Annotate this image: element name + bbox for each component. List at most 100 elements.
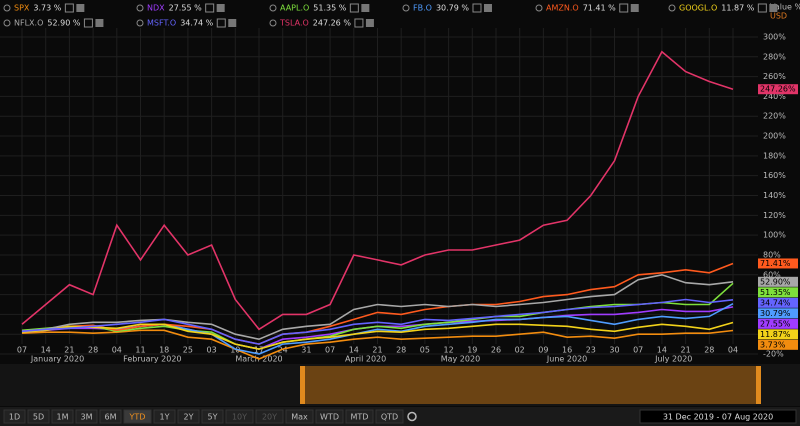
legend-settings[interactable] (83, 18, 93, 28)
end-label: 27.55% (760, 319, 791, 328)
x-tick-label: 17 (254, 346, 264, 355)
range-button-label[interactable]: 5Y (208, 413, 218, 422)
y-tick-label: 260% (763, 72, 786, 81)
legend-icon[interactable] (668, 4, 676, 12)
legend-delete[interactable] (95, 19, 104, 27)
month-label: May 2020 (441, 355, 480, 364)
range-button[interactable] (123, 409, 152, 424)
navigator-selection[interactable] (304, 366, 757, 404)
range-button[interactable] (177, 409, 200, 424)
legend-name[interactable]: SPX (14, 4, 30, 13)
legend-value: 11.87 % (721, 4, 754, 13)
legend-name[interactable]: GOOGL.O (679, 4, 717, 13)
legend-icon[interactable] (136, 19, 144, 27)
range-button-label[interactable]: 2Y (184, 413, 194, 422)
legend-name[interactable]: AMZN.O (546, 4, 579, 13)
x-tick-label: 04 (728, 346, 738, 355)
end-label-bg (758, 258, 798, 269)
legend-settings[interactable] (64, 3, 74, 13)
range-button[interactable] (153, 409, 176, 424)
legend-name[interactable]: NFLX.O (14, 19, 43, 28)
y-tick-label: 80% (763, 250, 781, 259)
legend-name[interactable]: TSLA.O (279, 19, 309, 28)
range-button[interactable] (285, 409, 314, 424)
range-button[interactable] (315, 409, 344, 424)
legend-name[interactable]: FB.O (413, 4, 432, 13)
legend-icon[interactable] (136, 4, 144, 12)
legend-delete[interactable] (228, 19, 237, 27)
range-button-label[interactable]: YTD (129, 413, 146, 422)
end-label-bg (758, 287, 798, 298)
range-button-label[interactable]: 1D (9, 413, 20, 422)
end-label-bg (758, 84, 798, 95)
range-button[interactable] (99, 409, 122, 424)
legend-settings[interactable] (349, 3, 359, 13)
range-button[interactable] (225, 409, 254, 424)
legend-icon[interactable] (3, 4, 11, 12)
range-button-label[interactable]: 3M (81, 413, 93, 422)
legend-settings[interactable] (619, 3, 629, 13)
x-tick-label: 07 (17, 346, 27, 355)
legend-settings[interactable] (757, 3, 767, 13)
range-button[interactable] (27, 409, 50, 424)
legend-delete[interactable] (216, 4, 225, 12)
legend-icon[interactable] (3, 19, 11, 27)
legend-settings[interactable] (205, 3, 215, 13)
range-button-label[interactable]: 1M (57, 413, 69, 422)
legend-icon[interactable] (402, 4, 410, 12)
legend-name[interactable]: NDX (147, 4, 165, 13)
y-tick-label: 180% (763, 151, 786, 160)
settings-button[interactable] (407, 411, 417, 422)
legend-value: 30.79 % (436, 4, 469, 13)
x-tick-label: 26 (491, 346, 501, 355)
range-button-label[interactable]: Max (291, 413, 308, 422)
date-range[interactable]: 31 Dec 2019 - 07 Aug 2020 (663, 413, 773, 422)
range-button[interactable] (75, 409, 98, 424)
range-button-label[interactable]: 5D (33, 413, 44, 422)
legend-delete[interactable] (361, 4, 370, 12)
legend-delete[interactable] (365, 19, 374, 27)
range-button-label[interactable]: 10Y (232, 413, 247, 422)
legend-icon[interactable] (535, 4, 543, 12)
legend-icon[interactable] (269, 19, 277, 27)
month-label: February 2020 (123, 355, 181, 364)
legend-name[interactable]: AAPL.O (280, 4, 309, 13)
x-tick-label: 12 (444, 346, 454, 355)
range-button-label[interactable]: WTD (320, 413, 339, 422)
legend-settings[interactable] (472, 3, 482, 13)
range-button-label[interactable]: 6M (105, 413, 117, 422)
range-button[interactable] (255, 409, 284, 424)
navigator-handle[interactable] (756, 366, 761, 404)
range-button-label[interactable]: QTD (381, 413, 398, 422)
legend-delete[interactable] (769, 4, 778, 12)
series-line (21, 282, 734, 350)
legend-name[interactable]: MSFT.O (147, 19, 176, 28)
legend-delete[interactable] (483, 4, 492, 12)
range-button-label[interactable]: MTD (351, 413, 369, 422)
range-button[interactable] (345, 409, 374, 424)
legend-settings[interactable] (216, 18, 226, 28)
range-button[interactable] (375, 409, 404, 424)
date-range-box[interactable] (639, 409, 797, 424)
end-label: 52.90% (760, 277, 791, 286)
x-tick-label: 11 (135, 346, 145, 355)
x-tick-label: 28 (704, 346, 714, 355)
legend-value: 34.74 % (180, 19, 213, 28)
y-tick-label: 280% (763, 52, 786, 61)
x-tick-label: 10 (230, 346, 240, 355)
legend-delete[interactable] (630, 4, 639, 12)
legend-value: 3.73 % (33, 4, 61, 13)
y-tick-label: 220% (763, 112, 786, 121)
range-button[interactable] (3, 409, 26, 424)
month-label: January 2020 (30, 355, 84, 364)
legend-delete[interactable] (76, 4, 85, 12)
navigator-handle[interactable] (300, 366, 305, 404)
x-tick-label: 31 (301, 346, 311, 355)
range-button[interactable] (201, 409, 224, 424)
legend-settings[interactable] (354, 18, 364, 28)
legend-icon[interactable] (269, 4, 277, 12)
range-button-label[interactable]: 20Y (262, 413, 277, 422)
range-button[interactable] (51, 409, 74, 424)
range-button-label[interactable]: 1Y (160, 413, 170, 422)
x-tick-label: 25 (183, 346, 193, 355)
